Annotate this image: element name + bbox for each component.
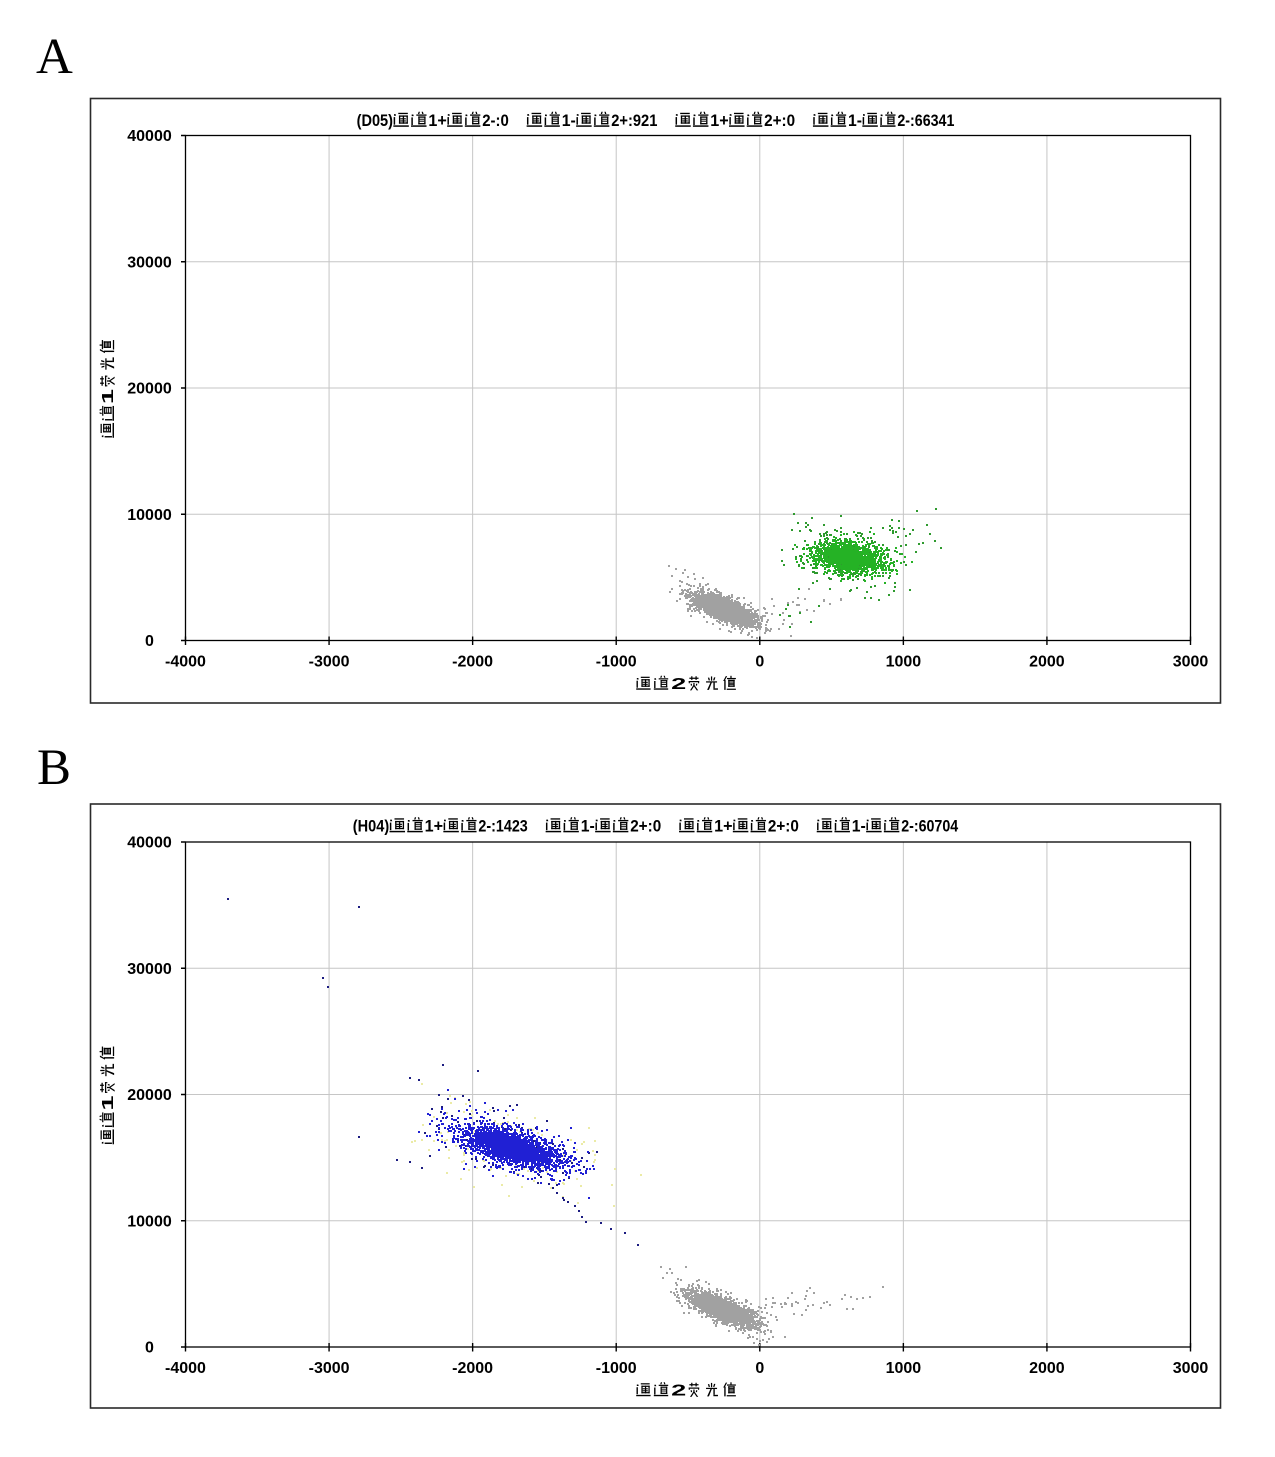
svg-text:2-:1423: 2-:1423 bbox=[478, 817, 527, 836]
svg-text:20000: 20000 bbox=[127, 381, 172, 398]
svg-text:0: 0 bbox=[145, 633, 154, 650]
svg-text:-4000: -4000 bbox=[165, 1360, 206, 1377]
svg-text:0: 0 bbox=[145, 1340, 154, 1357]
svg-text:2: 2 bbox=[671, 676, 686, 693]
svg-text:40000: 40000 bbox=[127, 835, 172, 852]
svg-text:1+: 1+ bbox=[710, 111, 728, 130]
svg-text:2+:921: 2+:921 bbox=[611, 111, 657, 130]
svg-text:2: 2 bbox=[671, 1383, 686, 1400]
svg-text:-3000: -3000 bbox=[309, 654, 350, 671]
svg-text:1-: 1- bbox=[852, 817, 866, 836]
svg-text:1+: 1+ bbox=[425, 817, 443, 836]
svg-text:10000: 10000 bbox=[127, 507, 172, 524]
svg-text:30000: 30000 bbox=[127, 254, 172, 271]
svg-text:-2000: -2000 bbox=[452, 654, 493, 671]
svg-text:(H04): (H04) bbox=[353, 817, 389, 836]
svg-text:1: 1 bbox=[100, 388, 117, 404]
svg-text:3000: 3000 bbox=[1173, 654, 1209, 671]
svg-text:2000: 2000 bbox=[1029, 1360, 1065, 1377]
svg-text:0: 0 bbox=[755, 1360, 764, 1377]
svg-text:-4000: -4000 bbox=[165, 654, 206, 671]
svg-text:B: B bbox=[37, 740, 71, 796]
svg-text:-2000: -2000 bbox=[452, 1360, 493, 1377]
svg-text:-1000: -1000 bbox=[596, 1360, 637, 1377]
svg-text:30000: 30000 bbox=[127, 961, 172, 978]
svg-text:2+:0: 2+:0 bbox=[768, 817, 799, 836]
svg-text:10000: 10000 bbox=[127, 1213, 172, 1230]
svg-text:2-:0: 2-:0 bbox=[482, 111, 509, 130]
svg-text:1-: 1- bbox=[562, 111, 576, 130]
svg-text:1-: 1- bbox=[581, 817, 595, 836]
svg-text:2+:0: 2+:0 bbox=[630, 817, 661, 836]
svg-text:2000: 2000 bbox=[1029, 654, 1065, 671]
svg-text:-1000: -1000 bbox=[596, 654, 637, 671]
svg-text:40000: 40000 bbox=[127, 128, 172, 145]
svg-text:0: 0 bbox=[755, 654, 764, 671]
svg-text:20000: 20000 bbox=[127, 1087, 172, 1104]
svg-text:1-: 1- bbox=[848, 111, 862, 130]
svg-text:1: 1 bbox=[100, 1095, 117, 1111]
svg-text:-3000: -3000 bbox=[309, 1360, 350, 1377]
svg-text:1000: 1000 bbox=[886, 1360, 922, 1377]
svg-text:A: A bbox=[36, 29, 73, 85]
svg-text:(D05): (D05) bbox=[357, 111, 393, 130]
svg-text:1+: 1+ bbox=[714, 817, 732, 836]
svg-text:3000: 3000 bbox=[1173, 1360, 1209, 1377]
svg-text:1+: 1+ bbox=[428, 111, 446, 130]
svg-text:1000: 1000 bbox=[886, 654, 922, 671]
svg-text:2-:66341: 2-:66341 bbox=[897, 111, 954, 130]
svg-text:2+:0: 2+:0 bbox=[764, 111, 795, 130]
svg-text:2-:60704: 2-:60704 bbox=[901, 817, 958, 836]
